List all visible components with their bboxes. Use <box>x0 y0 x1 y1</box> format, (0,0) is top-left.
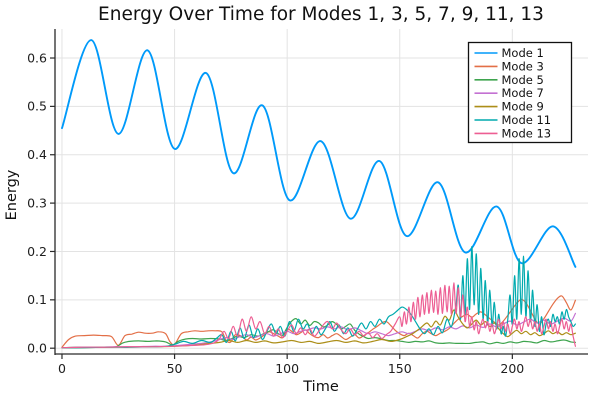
y-axis-label: Energy <box>4 169 20 220</box>
legend-item-label: Mode 11 <box>502 113 552 127</box>
y-tick-label: 0.6 <box>27 50 47 65</box>
x-tick-label: 200 <box>500 361 524 376</box>
series-line-mode-9 <box>61 309 576 349</box>
series-line-mode-3 <box>61 295 576 348</box>
x-axis-label: Time <box>302 379 339 395</box>
y-tick-label: 0.1 <box>27 292 47 307</box>
series-line-mode-5 <box>61 318 576 349</box>
series-line-mode-13 <box>61 282 576 349</box>
legend-item-label: Mode 7 <box>502 86 544 100</box>
y-tick-label: 0.5 <box>27 99 47 114</box>
legend-item-label: Mode 1 <box>502 46 544 60</box>
y-tick-label: 0.3 <box>27 195 47 210</box>
y-tick-label: 0.4 <box>27 147 47 162</box>
x-tick-label: 50 <box>167 361 183 376</box>
legend-item-label: Mode 13 <box>502 126 552 140</box>
x-tick-label: 150 <box>388 361 412 376</box>
y-tick-label: 0.2 <box>27 244 47 259</box>
series-line-mode-11 <box>61 245 576 349</box>
series-line-mode-1 <box>61 39 577 268</box>
x-tick-label: 100 <box>275 361 299 376</box>
legend-item-label: Mode 5 <box>502 73 544 87</box>
x-tick-label: 0 <box>58 361 66 376</box>
chart-title: Energy Over Time for Modes 1, 3, 5, 7, 9… <box>98 4 544 25</box>
legend-item-label: Mode 3 <box>502 59 544 73</box>
legend-item-label: Mode 9 <box>502 100 544 114</box>
y-tick-label: 0.0 <box>27 340 47 355</box>
